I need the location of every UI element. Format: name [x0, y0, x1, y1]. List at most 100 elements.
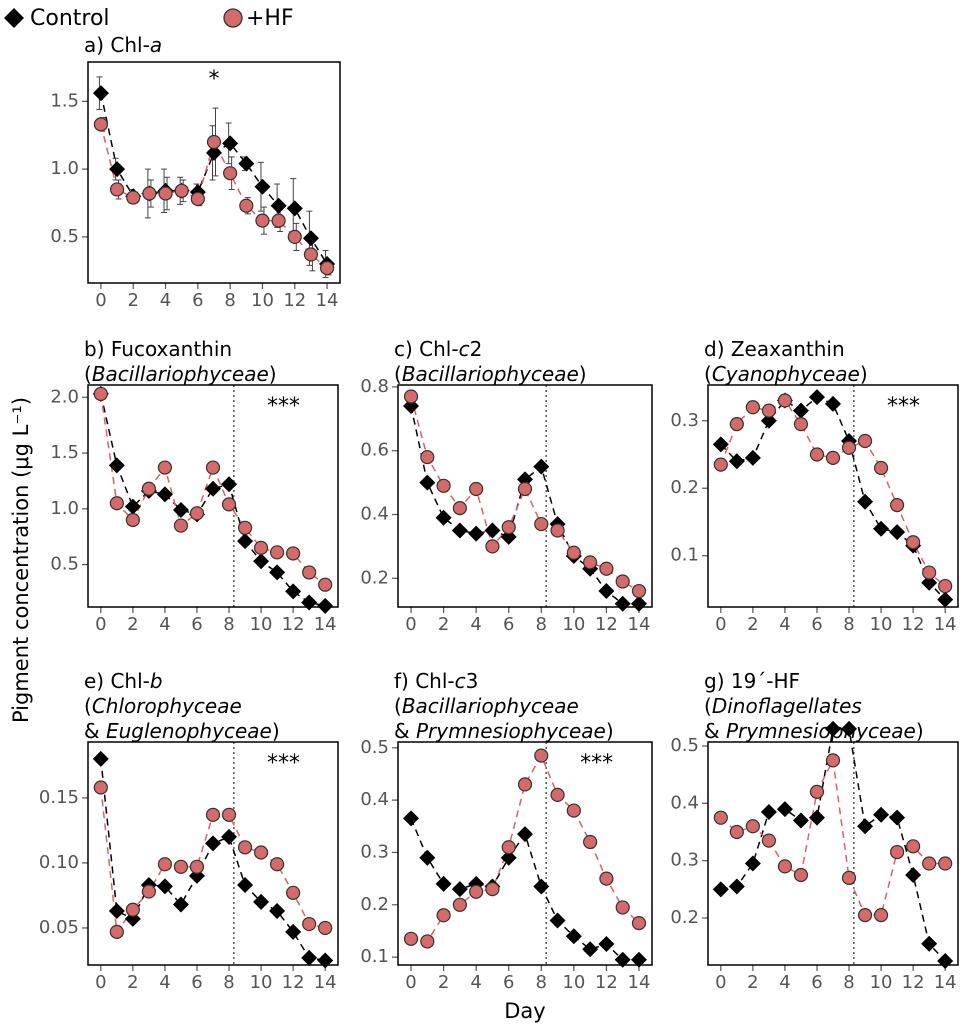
hf-marker: [302, 916, 317, 932]
legend-label: +HF: [246, 6, 294, 31]
title-part: (: [84, 694, 92, 718]
x-tick-label: 2: [127, 614, 138, 635]
hf-marker: [253, 845, 269, 860]
panel-title: (Bacillariophyceae): [394, 362, 587, 386]
x-tick-label: 10: [562, 972, 585, 993]
control-marker: [205, 480, 221, 497]
x-tick-label: 0: [405, 614, 416, 635]
panel-title: g) 19´-HF: [704, 669, 800, 693]
x-tick-label: 10: [870, 614, 893, 635]
x-tick-label: 10: [870, 972, 893, 993]
control-marker: [533, 458, 550, 475]
x-tick-label: 6: [811, 972, 822, 993]
panel-title: (Dinoflagellates: [704, 694, 862, 718]
x-tick-label: 8: [843, 614, 854, 635]
hf-marker: [777, 393, 793, 408]
hf-marker: [938, 578, 953, 594]
title-part: 2: [470, 337, 483, 361]
y-tick-label: 0.5: [50, 226, 79, 247]
control-marker: [92, 85, 109, 102]
control-marker: [517, 826, 533, 843]
hf-marker: [566, 803, 581, 818]
title-part: Bacillariophyceae: [402, 694, 579, 718]
x-tick-label: 4: [159, 972, 170, 993]
plot-frame: [397, 741, 653, 966]
control-marker: [565, 928, 582, 945]
title-part: Euglenophyceae: [106, 719, 272, 743]
hf-marker: [550, 787, 565, 802]
panel-title: (Bacillariophyceae): [84, 362, 277, 386]
control-marker: [317, 597, 334, 614]
hf-marker: [157, 857, 173, 872]
hf-marker: [809, 784, 825, 799]
control-marker: [206, 144, 222, 161]
hf-marker: [302, 565, 317, 580]
title-part: Bacillariophyceae: [92, 362, 269, 386]
hf-marker: [189, 859, 205, 874]
control-marker: [549, 912, 566, 929]
x-tick-label: 0: [715, 972, 726, 993]
x-tick-label: 10: [250, 972, 273, 993]
title-part: Cyanophyceae: [712, 362, 860, 386]
title-part: &: [704, 719, 726, 743]
control-marker: [825, 395, 841, 412]
hf-marker: [173, 859, 189, 874]
series-line: [410, 405, 639, 605]
hf-marker: [906, 535, 921, 550]
title-part: ): [269, 362, 277, 386]
x-tick-label: 12: [282, 614, 305, 635]
x-tick-label: 2: [127, 972, 138, 993]
title-part: e) Chl-: [84, 669, 150, 693]
hf-marker: [239, 198, 254, 213]
legend-marker: [223, 8, 243, 28]
x-tick-label: 8: [223, 972, 234, 993]
hf-marker: [142, 186, 157, 201]
control-marker: [254, 178, 271, 195]
hf-marker: [809, 447, 825, 462]
control-marker: [285, 923, 302, 940]
x-tick-label: 14: [314, 614, 337, 635]
x-tick-label: 2: [438, 614, 449, 635]
y-tick-label: 0.2: [360, 894, 389, 915]
x-tick-label: 6: [191, 972, 202, 993]
x-tick-label: 6: [191, 614, 202, 635]
hf-marker: [793, 417, 809, 432]
x-tick-label: 8: [843, 972, 854, 993]
x-tick-label: 14: [628, 972, 651, 993]
panel-title: & Euglenophyceae): [84, 719, 280, 743]
plot-frame: [707, 384, 959, 608]
control-marker: [630, 951, 647, 968]
panel-title: & Prymnesiophyceae): [394, 719, 614, 743]
x-tick-label: 6: [503, 972, 514, 993]
control-marker: [760, 412, 777, 429]
y-tick-label: 1.0: [50, 498, 79, 519]
panel-title: (Bacillariophyceae: [394, 694, 579, 718]
legend-label: Control: [30, 6, 110, 31]
hf-marker: [873, 460, 889, 476]
x-tick-label: 10: [251, 290, 274, 311]
panel-title: a) Chl-a: [84, 33, 162, 57]
x-tick-label: 10: [250, 614, 273, 635]
panel-title: (Cyanophyceae): [704, 362, 868, 386]
hf-marker: [550, 523, 565, 538]
hf-marker: [126, 190, 141, 205]
hf-marker: [319, 260, 335, 276]
hf-marker: [922, 565, 937, 580]
control-marker: [614, 595, 631, 612]
control-marker: [302, 230, 319, 247]
control-marker: [451, 881, 468, 898]
x-tick-label: 8: [223, 614, 234, 635]
y-tick-label: 2.0: [50, 386, 79, 407]
hf-marker: [287, 229, 302, 245]
control-marker: [792, 402, 809, 419]
hf-marker: [286, 885, 301, 900]
series-line: [720, 396, 946, 601]
control-marker: [712, 436, 729, 453]
control-marker: [792, 812, 809, 829]
control-marker: [484, 522, 501, 539]
hf-marker: [420, 934, 435, 949]
control-marker: [712, 881, 729, 898]
hf-marker: [501, 840, 516, 855]
hf-marker: [206, 134, 222, 150]
